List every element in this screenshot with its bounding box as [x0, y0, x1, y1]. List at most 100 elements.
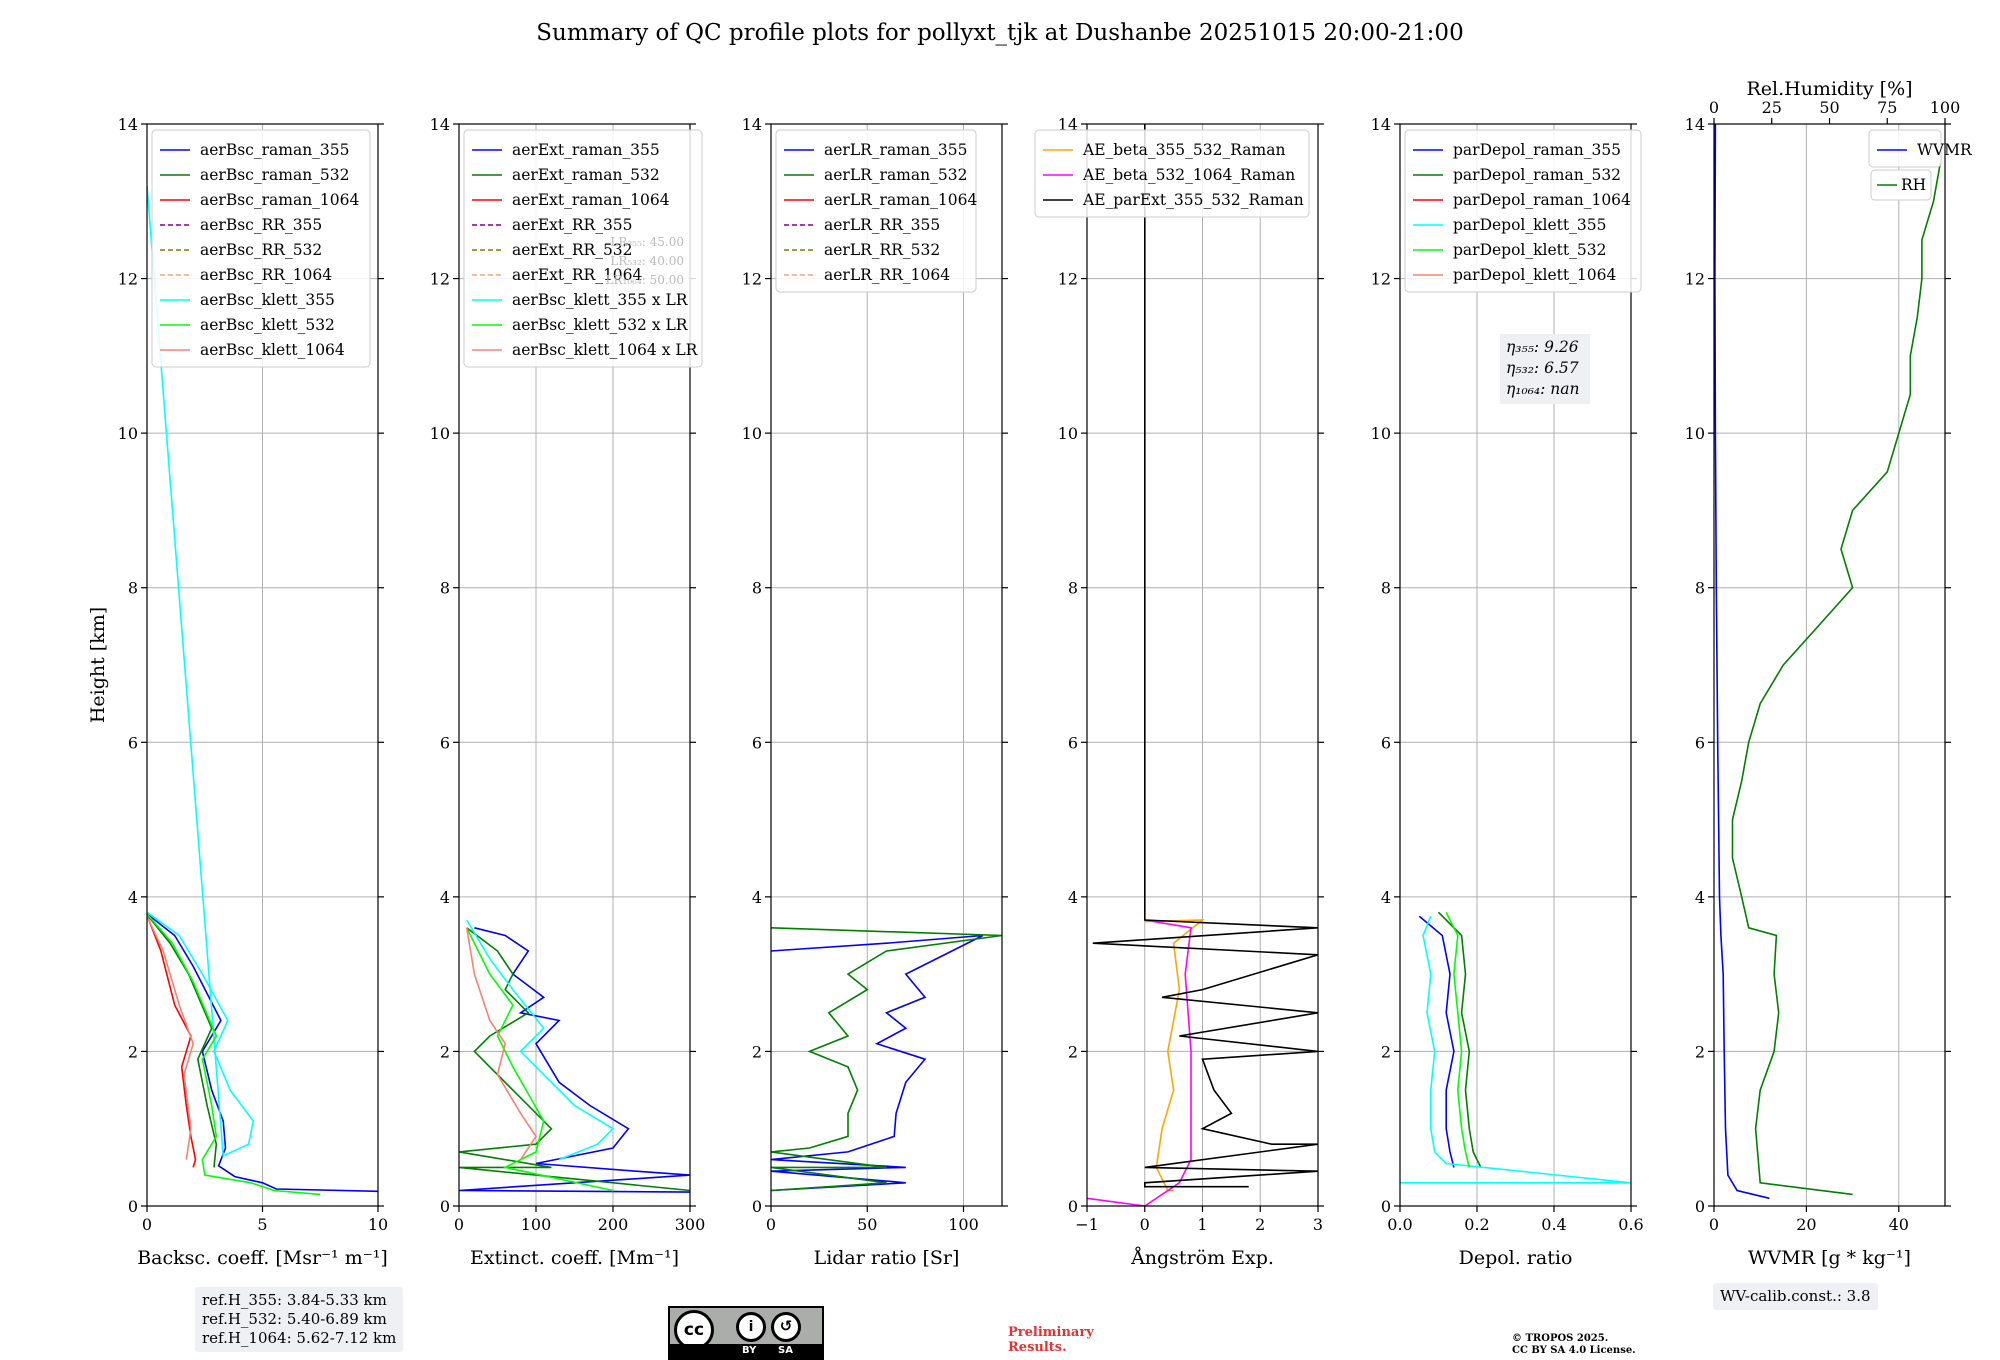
legend-entry: aerExt_RR_1064	[512, 266, 643, 284]
series-parDepol_raman_532	[1437, 911, 1482, 1168]
panel-backscatter: 0 2 4 6 8 10 12 14 0 5 10 Backsc. coeff. [Msr⁻¹ m⁻¹…	[118, 115, 389, 1269]
series-RH	[1731, 162, 1942, 1196]
legend: WVMR	[1868, 129, 1973, 168]
y-tick-label: 12	[1058, 270, 1078, 289]
series-parDepol_klett_532	[1445, 911, 1471, 1168]
legend-entry: aerExt_raman_1064	[512, 191, 670, 209]
y-tick-label: 4	[1068, 888, 1078, 907]
legend-entry: aerBsc_RR_355	[200, 216, 322, 234]
y-tick-label: 0	[128, 1197, 138, 1216]
y-tick-label: 10	[430, 424, 450, 443]
x-tick-label: 0	[1709, 1215, 1719, 1234]
x-tick-label: 300	[675, 1215, 706, 1234]
top-x-tick-label: 75	[1877, 98, 1897, 117]
axes-frame	[458, 123, 691, 1207]
top-x-tick-label: 0	[1709, 98, 1719, 117]
x-tick-label: −1	[1075, 1215, 1099, 1234]
legend-entry: aerBsc_RR_532	[200, 241, 322, 259]
cc-by-label: BY	[742, 1345, 757, 1356]
legend-box	[1404, 129, 1642, 293]
x-axis-label: Ångström Exp.	[1130, 1247, 1274, 1269]
legend-entry: aerLR_RR_532	[824, 241, 940, 259]
legend-entry: aerExt_raman_355	[512, 141, 660, 159]
x-axis-label: Depol. ratio	[1459, 1247, 1573, 1269]
series-AE_parExt_355_532_Raman	[1092, 124, 1318, 1188]
x-axis-label: Lidar ratio [Sr]	[814, 1247, 960, 1269]
legend-entry: aerBsc_klett_355 x LR	[512, 291, 689, 309]
x-tick-label: 3	[1313, 1215, 1323, 1234]
series-group	[147, 185, 378, 1196]
lr-note: LR₃₅₅: 45.00	[610, 235, 684, 249]
legend-entry: aerBsc_raman_532	[200, 166, 350, 184]
x-tick-label: 0	[766, 1215, 776, 1234]
top-axis-label: Rel.Humidity [%]	[1746, 78, 1912, 100]
eta-notes: η₃₅₅: 9.26 η₅₃₂: 6.57 η₁₀₆₄: nan	[1500, 334, 1590, 404]
sa-share-alike-icon: ↺	[771, 1312, 801, 1342]
by-person-icon: i	[736, 1312, 766, 1342]
legend-box	[151, 129, 371, 368]
x-tick-label: 1	[1197, 1215, 1207, 1234]
y-tick-label: 6	[1068, 733, 1078, 752]
y-tick-label: 2	[1381, 1042, 1391, 1061]
x-tick-label: 0.4	[1541, 1215, 1566, 1234]
legend-entry: aerBsc_raman_355	[200, 141, 350, 159]
legend-entry: aerLR_raman_355	[824, 141, 967, 159]
series-aerBsc_klett_1064	[147, 915, 195, 1160]
x-axis-label: Backsc. coeff. [Msr⁻¹ m⁻¹]	[137, 1247, 388, 1269]
x-tick-label: 2	[1255, 1215, 1265, 1234]
top-x-tick-label: 50	[1819, 98, 1839, 117]
legend-entry: aerLR_raman_532	[824, 166, 967, 184]
wv-calib-text: WV-calib.const.: 3.8	[1720, 1287, 1871, 1305]
series-aerExt_raman_532	[459, 927, 690, 1192]
lr-note: LR₁₀₆₄: 50.00	[606, 273, 684, 287]
y-tick-label: 2	[1068, 1042, 1078, 1061]
ref-height-box: ref.H_355: 3.84-5.33 km ref.H_532: 5.40-…	[195, 1287, 404, 1352]
top-x-tick-label: 100	[1930, 98, 1961, 117]
x-axis-label: Extinct. coeff. [Mm⁻¹]	[470, 1247, 679, 1269]
legend-entry: parDepol_klett_1064	[1453, 266, 1616, 284]
series-aerBsc_klett_1064 x LR	[465, 927, 537, 1161]
series-aerBsc_raman_532	[147, 914, 218, 1168]
legend-entry: AE_parExt_355_532_Raman	[1082, 191, 1304, 209]
cc-badge-bar: BY SA	[670, 1344, 822, 1358]
panel-lidar_ratio: 0 2 4 6 8 10 12 14 0 50 100 Lidar ratio [Sr] aerLR_r…	[742, 115, 1008, 1269]
x-tick-label: 0	[142, 1215, 152, 1234]
eta-note: η₁₀₆₄: nan	[1506, 380, 1580, 398]
x-tick-label: 200	[598, 1215, 629, 1234]
y-tick-label: 10	[1371, 424, 1391, 443]
ref-height-532: ref.H_532: 5.40-6.89 km	[202, 1310, 387, 1328]
legend-entry: aerBsc_raman_1064	[200, 191, 360, 209]
x-tick-label: 0	[454, 1215, 464, 1234]
series-aerExt_raman_355	[459, 927, 690, 1193]
x-tick-label: 50	[857, 1215, 877, 1234]
legend-entry: aerBsc_RR_1064	[200, 266, 332, 284]
y-tick-label: 6	[440, 733, 450, 752]
y-tick-label: 12	[430, 270, 450, 289]
legend-entry: aerBsc_klett_1064 x LR	[512, 341, 699, 359]
legend-entry: parDepol_klett_532	[1453, 241, 1606, 259]
legend-box	[463, 129, 703, 368]
axes-frame	[770, 123, 1003, 1207]
legend-entry: aerBsc_klett_355	[200, 291, 335, 309]
y-tick-label: 8	[128, 579, 138, 598]
x-tick-label: 10	[368, 1215, 388, 1234]
y-tick-label: 14	[430, 115, 450, 134]
series-group	[771, 927, 1002, 1192]
series-aerLR_raman_532	[771, 927, 1002, 1192]
series-aerBsc_klett_532	[147, 913, 321, 1196]
wv-calib-box: WV-calib.const.: 3.8	[1713, 1283, 1878, 1310]
cc-license-badge: cc i ↺ BY SA	[668, 1306, 824, 1360]
x-tick-label: 0	[1140, 1215, 1150, 1234]
eta-note: η₃₅₅: 9.26	[1506, 338, 1579, 356]
y-tick-label: 10	[118, 424, 138, 443]
axes-frame	[1713, 123, 1946, 1207]
y-tick-label: 6	[1381, 733, 1391, 752]
copyright-line-2: CC BY SA 4.0 License.	[1512, 1345, 1636, 1356]
y-tick-label: 2	[440, 1042, 450, 1061]
legend: aerLR_raman_355 aerLR_raman_532 aerLR_rama…	[775, 129, 977, 293]
y-tick-label: 14	[1058, 115, 1078, 134]
y-tick-label: 10	[1058, 424, 1078, 443]
preliminary-note: Preliminary Results.	[1008, 1325, 1094, 1355]
y-tick-label: 0	[440, 1197, 450, 1216]
